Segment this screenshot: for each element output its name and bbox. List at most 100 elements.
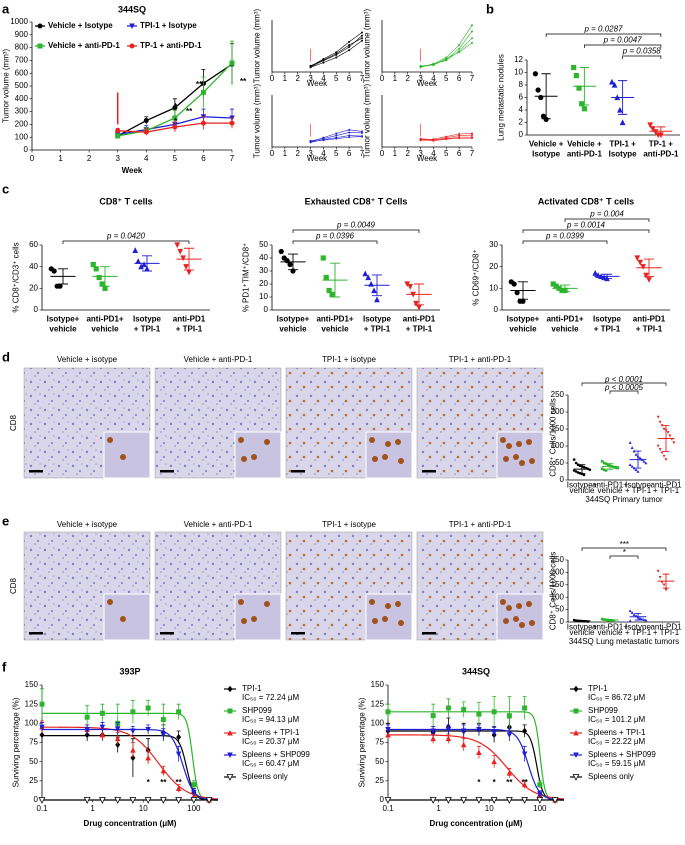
y-axis-label: % CD8⁺/CD3⁺ cells (12, 242, 21, 312)
point (227, 708, 233, 714)
x-tick-label: 0 (270, 149, 275, 158)
bracket (584, 44, 662, 48)
y-tick-label: 100 (551, 441, 565, 450)
significance: * (147, 778, 151, 787)
stained-cell (120, 454, 126, 460)
p-value: p = 0.0358 (622, 47, 662, 56)
point (329, 291, 335, 297)
x-tick-label: 0.1 (382, 804, 394, 813)
point (521, 781, 528, 788)
point (186, 269, 192, 276)
significance: * (493, 778, 497, 787)
y-tick-label: 125 (371, 699, 385, 708)
point (471, 30, 473, 33)
point (664, 458, 668, 462)
sd-bar (559, 284, 571, 293)
significance: * (477, 778, 481, 787)
point (200, 120, 206, 126)
x-tick-label: 0 (270, 74, 275, 83)
image-title: Vehicle + isotype (57, 355, 118, 364)
point (83, 797, 91, 804)
legend-label: Spleens + TPI-1 (588, 728, 646, 737)
point (413, 300, 419, 307)
chart-title: 344SQ (118, 4, 146, 14)
chart-title: 344SQ (462, 666, 490, 676)
legend-label: TPI-1 + Isotype (140, 21, 197, 30)
sd-bar (287, 253, 299, 271)
x-tick-label: Isotype (625, 623, 651, 632)
point (320, 255, 326, 261)
x-tick-label: 1 (283, 74, 288, 83)
fit-curve (387, 734, 565, 800)
x-tick-label: anti-PD1 (633, 315, 666, 324)
x-tick-label: 1 (436, 804, 441, 813)
x-tick-label: 5 (444, 74, 449, 83)
fit-curve (388, 728, 565, 801)
y-tick-label: 25 (375, 776, 384, 785)
x-tick-label: + TPI-1 (625, 628, 652, 637)
point (521, 797, 529, 804)
point (445, 705, 451, 711)
point (51, 268, 57, 274)
point (458, 134, 461, 137)
point (278, 248, 284, 255)
significance: * (174, 102, 178, 111)
y-tick-label: 30 (489, 240, 498, 249)
y-tick-label: 400 (15, 94, 29, 103)
x-tick-label: 3 (418, 74, 423, 83)
point (172, 115, 178, 121)
ic50-label: IC₅₀ = 94.13 μM (242, 715, 300, 724)
point (574, 461, 578, 465)
point (658, 448, 662, 451)
sd-bar (141, 255, 153, 272)
point (491, 758, 497, 765)
x-tick-label: 5 (334, 74, 339, 83)
point (190, 797, 198, 804)
point (174, 242, 181, 249)
y-tick-label: 50 (29, 757, 38, 766)
p-value: p = 0.0420 (106, 232, 146, 241)
point (145, 705, 151, 711)
point (592, 270, 599, 276)
significance: * (174, 117, 178, 126)
point (630, 464, 634, 468)
bracket (62, 240, 190, 244)
point (176, 709, 182, 715)
sd-bar (371, 274, 383, 297)
significance: ** (175, 778, 182, 787)
scale-bar (422, 632, 436, 635)
y-tick-label: 0 (264, 305, 269, 314)
point (39, 731, 45, 739)
point (514, 290, 520, 296)
point (132, 247, 139, 254)
point (191, 789, 197, 796)
y-tick-label: 0 (24, 145, 29, 154)
p-value: p < 0.0005 (604, 383, 644, 392)
x-tick-label: 4 (431, 149, 436, 158)
point (511, 281, 517, 287)
significance: ** (160, 778, 167, 787)
point (145, 754, 151, 761)
point (159, 797, 167, 804)
point (348, 46, 351, 49)
bracket (609, 555, 639, 559)
y-tick-label: 900 (15, 30, 29, 39)
point (432, 62, 435, 65)
x-tick-label: Isotype+ (277, 315, 310, 324)
y-tick-label: 4 (519, 105, 524, 114)
x-tick-label: vehicle (509, 324, 537, 333)
stained-cell (516, 603, 522, 609)
point (227, 752, 233, 758)
x-tick-label: 2 (87, 154, 92, 163)
point (476, 711, 482, 717)
y-axis-label: Surviving percentage (%) (12, 697, 21, 787)
legend-label: TPI-1 (588, 684, 608, 693)
x-tick-label: 0 (30, 154, 35, 163)
point (419, 137, 422, 140)
point (491, 730, 497, 736)
y-tick-label: 0 (34, 305, 39, 314)
series-line (420, 37, 473, 68)
sd-bar (601, 273, 613, 280)
bracket (622, 55, 662, 59)
